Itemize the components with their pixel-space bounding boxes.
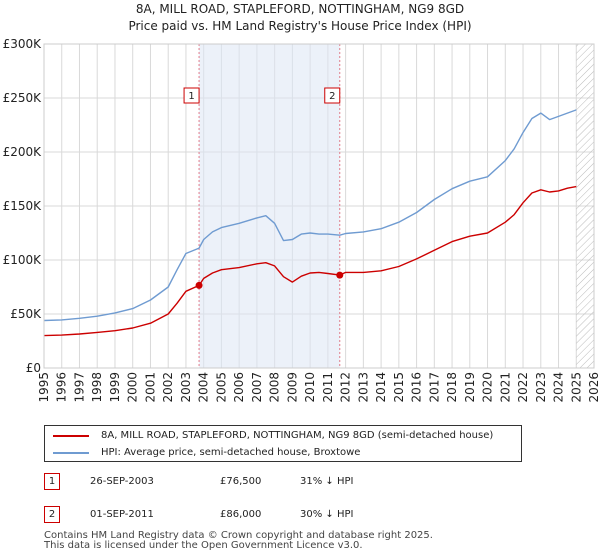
- transaction-price: £86,000: [220, 509, 262, 520]
- chart-legend: 8A, MILL ROAD, STAPLEFORD, NOTTINGHAM, N…: [44, 425, 522, 462]
- x-tick-label: 2002: [161, 372, 175, 403]
- x-tick-label: 2026: [587, 372, 600, 403]
- x-tick-label: 2025: [569, 372, 583, 403]
- legend-item-hpi: HPI: Average price, semi-detached house,…: [53, 445, 360, 461]
- plot-frame: [43, 43, 595, 369]
- x-tick-label: 2016: [410, 372, 424, 403]
- x-tick-label: 2006: [232, 372, 246, 403]
- x-tick-label: 2023: [534, 372, 548, 403]
- transaction-date: 01-SEP-2011: [90, 509, 154, 520]
- x-tick-label: 2021: [498, 372, 512, 403]
- footer-attribution: Contains HM Land Registry data © Crown c…: [44, 531, 433, 551]
- x-tick-label: 2020: [481, 372, 495, 403]
- chart-title-subtitle: Price paid vs. HM Land Registry's House …: [128, 19, 472, 33]
- x-tick-label: 2009: [285, 372, 299, 403]
- y-tick-label: £200K: [3, 145, 43, 159]
- transaction-badge: 2: [44, 506, 60, 523]
- legend-swatch-property: [53, 435, 89, 437]
- x-tick-label: 2022: [516, 372, 530, 403]
- transaction-hpi-diff: 31% ↓ HPI: [300, 476, 354, 487]
- x-tick-label: 2003: [179, 372, 193, 403]
- transaction-row: 1 26-SEP-2003 £76,500 31% ↓ HPI: [44, 472, 564, 492]
- legend-swatch-hpi: [53, 452, 89, 454]
- sale-point: [336, 271, 344, 279]
- transaction-hpi-diff: 30% ↓ HPI: [300, 509, 354, 520]
- x-tick-label: 2017: [427, 372, 441, 403]
- hatched-forecast-region: [576, 44, 594, 368]
- legend-item-property: 8A, MILL ROAD, STAPLEFORD, NOTTINGHAM, N…: [53, 428, 493, 444]
- x-tick-label: 2001: [143, 372, 157, 403]
- x-tick-label: 2019: [463, 372, 477, 403]
- x-tick-label: 2008: [268, 372, 282, 403]
- y-tick-label: £300K: [3, 37, 43, 51]
- x-tick-label: 1997: [72, 372, 86, 403]
- sale-marker-label: 1: [188, 91, 194, 102]
- transaction-date: 26-SEP-2003: [90, 476, 154, 487]
- x-tick-label: 2013: [356, 372, 370, 403]
- legend-label-hpi: HPI: Average price, semi-detached house,…: [101, 447, 361, 458]
- x-tick-label: 1996: [55, 372, 69, 403]
- y-tick-label: £250K: [3, 91, 43, 105]
- y-tick-label: £100K: [3, 253, 43, 267]
- legend-label-property: 8A, MILL ROAD, STAPLEFORD, NOTTINGHAM, N…: [101, 430, 494, 441]
- price-chart: 1 2 £0 £50K £100K £150K £200K £250K £300K 1995 19…: [3, 37, 600, 403]
- transaction-badge: 1: [44, 473, 60, 490]
- x-tick-label: 2015: [392, 372, 406, 403]
- x-tick-label: 1995: [37, 372, 51, 403]
- x-tick-label: 2011: [321, 372, 335, 403]
- x-tick-label: 2010: [303, 372, 317, 403]
- sale-point: [195, 281, 203, 289]
- x-tick-label: 2018: [445, 372, 459, 403]
- y-tick-label: £0: [26, 361, 41, 375]
- sale-marker-badge: [183, 87, 200, 104]
- x-tick-label: 2014: [374, 372, 388, 403]
- x-tick-label: 2004: [197, 372, 211, 403]
- transaction-row: 2 01-SEP-2011 £86,000 30% ↓ HPI: [44, 505, 564, 525]
- x-tick-label: 2024: [552, 372, 566, 403]
- sale-marker-badge: [324, 87, 341, 104]
- hpi-series-line: [43, 109, 577, 322]
- shaded-ownership-region: [199, 44, 340, 368]
- x-tick-label: 1998: [90, 372, 104, 403]
- x-tick-label: 2000: [126, 372, 140, 403]
- footer-line-2: This data is licensed under the Open Gov…: [44, 540, 363, 551]
- x-tick-label: 2005: [214, 372, 228, 403]
- x-tick-label: 2012: [339, 372, 353, 403]
- chart-title-address: 8A, MILL ROAD, STAPLEFORD, NOTTINGHAM, N…: [135, 2, 465, 16]
- x-tick-label: 1999: [108, 372, 122, 403]
- sale-marker-label: 2: [329, 91, 335, 102]
- transaction-price: £76,500: [220, 476, 262, 487]
- y-tick-label: £150K: [3, 199, 43, 213]
- property-series-line: [43, 185, 577, 337]
- footer-line-1: Contains HM Land Registry data © Crown c…: [44, 530, 433, 541]
- x-tick-label: 2007: [250, 372, 264, 403]
- y-tick-label: £50K: [10, 307, 42, 321]
